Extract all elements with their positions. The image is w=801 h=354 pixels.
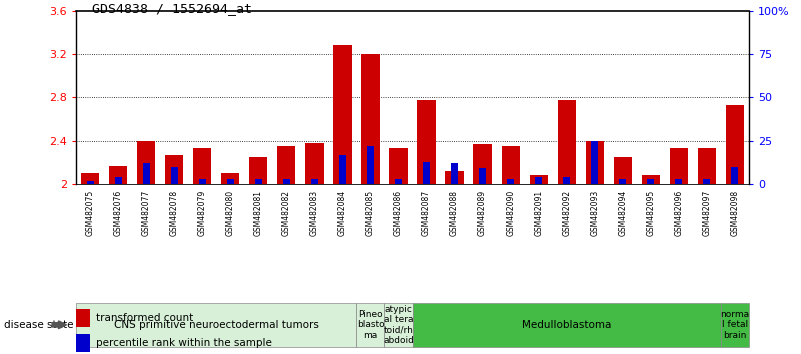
Bar (361, 54, 380, 184)
Bar (76, 303, 356, 347)
Text: GSM482075: GSM482075 (86, 190, 95, 236)
Bar (384, 303, 413, 347)
Bar (283, 179, 290, 184)
Bar (445, 171, 464, 184)
Bar (143, 163, 150, 184)
Bar (619, 179, 626, 184)
Bar (479, 169, 486, 184)
Bar (417, 99, 436, 184)
Text: GSM482078: GSM482078 (170, 190, 179, 236)
Bar (395, 179, 402, 184)
Bar (311, 179, 318, 184)
Text: GSM482088: GSM482088 (450, 190, 459, 236)
Text: GSM482087: GSM482087 (422, 190, 431, 236)
Bar (115, 177, 122, 184)
Bar (165, 155, 183, 184)
Text: GSM482097: GSM482097 (702, 190, 711, 236)
Bar (731, 167, 739, 184)
Bar (137, 141, 155, 184)
Text: GSM482079: GSM482079 (198, 190, 207, 236)
Bar (563, 177, 570, 184)
Bar (413, 303, 721, 347)
Bar (333, 45, 352, 184)
Bar (451, 163, 458, 184)
Text: Pineo
blasto
ma: Pineo blasto ma (356, 310, 384, 340)
Bar (670, 148, 688, 184)
Bar (249, 157, 268, 184)
Bar (255, 179, 262, 184)
Text: GSM482090: GSM482090 (506, 190, 515, 236)
Bar (591, 141, 598, 184)
Text: GSM482086: GSM482086 (394, 190, 403, 236)
Text: GSM482092: GSM482092 (562, 190, 571, 236)
Text: GSM482077: GSM482077 (142, 190, 151, 236)
Bar (367, 146, 374, 184)
Text: GSM482084: GSM482084 (338, 190, 347, 236)
Bar (199, 179, 206, 184)
Text: GDS4838 / 1552694_at: GDS4838 / 1552694_at (92, 2, 252, 15)
Text: disease state: disease state (4, 320, 74, 330)
Text: GSM482098: GSM482098 (731, 190, 739, 236)
Bar (721, 303, 749, 347)
Bar (339, 155, 346, 184)
Bar (76, 334, 90, 352)
Text: GSM482091: GSM482091 (534, 190, 543, 236)
Text: Medulloblastoma: Medulloblastoma (522, 320, 611, 330)
Text: GSM482085: GSM482085 (366, 190, 375, 236)
Text: atypic
al tera
toid/rh
abdoid: atypic al tera toid/rh abdoid (383, 305, 414, 345)
Bar (507, 179, 514, 184)
Bar (501, 146, 520, 184)
Text: GSM482095: GSM482095 (646, 190, 655, 236)
Bar (647, 179, 654, 184)
Text: GSM482094: GSM482094 (618, 190, 627, 236)
Text: GSM482089: GSM482089 (478, 190, 487, 236)
Text: percentile rank within the sample: percentile rank within the sample (96, 338, 272, 348)
Bar (193, 148, 211, 184)
Text: GSM482096: GSM482096 (674, 190, 683, 236)
Bar (277, 146, 296, 184)
Bar (529, 176, 548, 184)
Bar (76, 309, 90, 327)
Bar (675, 179, 682, 184)
Bar (614, 157, 632, 184)
Bar (698, 148, 716, 184)
Text: GSM482080: GSM482080 (226, 190, 235, 236)
Bar (586, 141, 604, 184)
Text: GSM482076: GSM482076 (114, 190, 123, 236)
Bar (557, 99, 576, 184)
Bar (221, 173, 239, 184)
Bar (87, 181, 94, 184)
Text: GSM482093: GSM482093 (590, 190, 599, 236)
Bar (305, 143, 324, 184)
Text: GSM482082: GSM482082 (282, 190, 291, 236)
Bar (81, 173, 99, 184)
Bar (356, 303, 384, 347)
Bar (227, 179, 234, 184)
Bar (726, 105, 744, 184)
Bar (642, 176, 660, 184)
Bar (535, 177, 542, 184)
Bar (171, 167, 178, 184)
Text: CNS primitive neuroectodermal tumors: CNS primitive neuroectodermal tumors (114, 320, 319, 330)
Bar (423, 161, 430, 184)
Text: norma
l fetal
brain: norma l fetal brain (720, 310, 750, 340)
Text: GSM482081: GSM482081 (254, 190, 263, 236)
Bar (389, 148, 408, 184)
Bar (703, 179, 710, 184)
Bar (473, 144, 492, 184)
Bar (109, 166, 127, 184)
Text: transformed count: transformed count (96, 313, 193, 323)
Text: GSM482083: GSM482083 (310, 190, 319, 236)
